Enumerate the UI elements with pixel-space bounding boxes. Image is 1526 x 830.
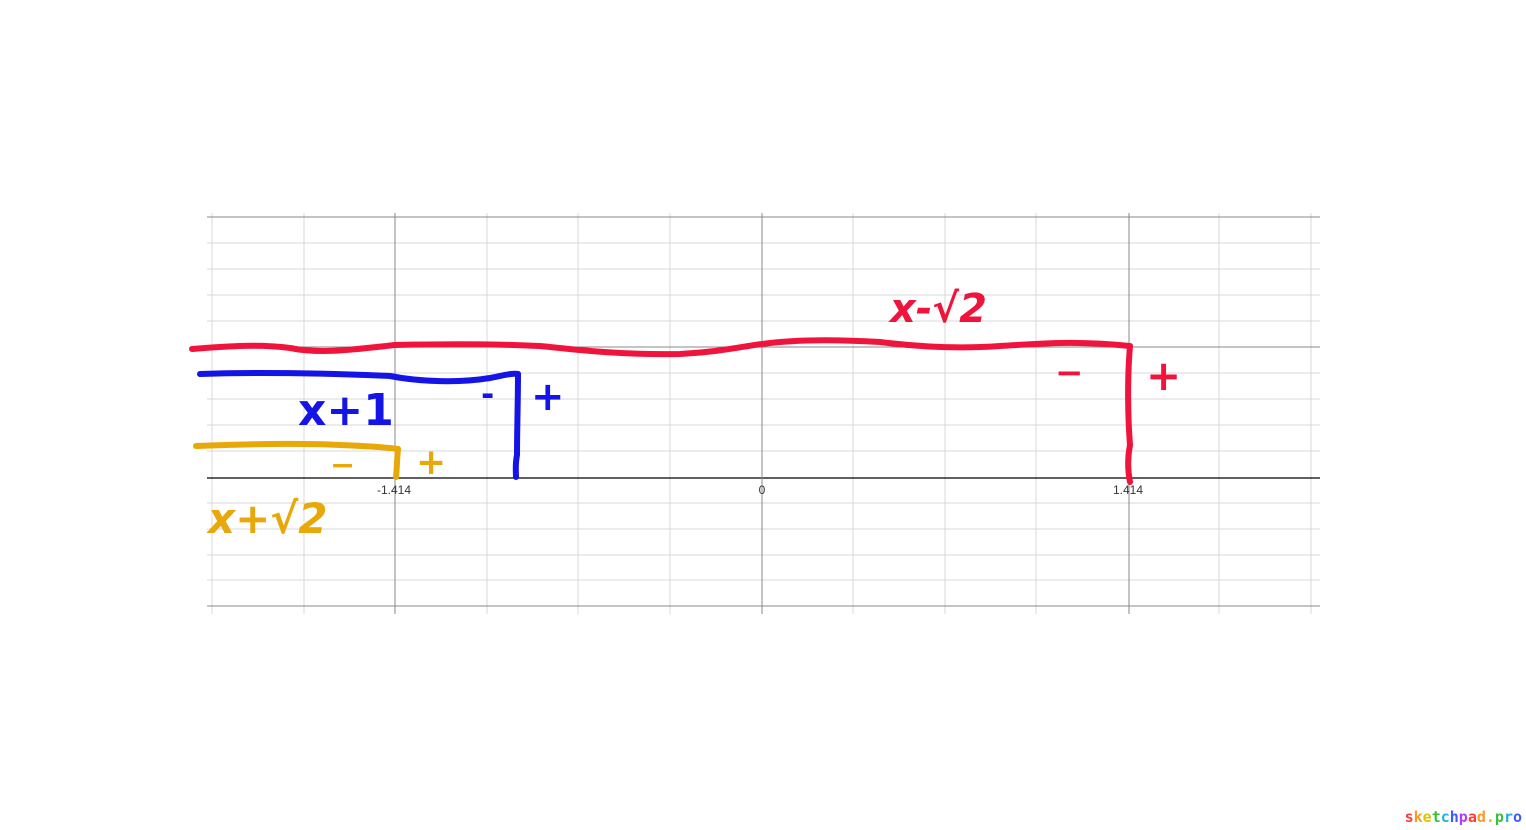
- red-sign-line: x-√2 − +: [189, 286, 1181, 485]
- watermark-letter: h: [1449, 808, 1459, 826]
- sketchpad-watermark[interactable]: sketchpad.pro: [1405, 808, 1522, 826]
- red-label: x-√2: [888, 286, 987, 332]
- watermark-letter: s: [1404, 808, 1414, 826]
- red-minus-sign: −: [1055, 353, 1084, 393]
- blue-horizontal-stroke: [197, 369, 521, 385]
- blue-sign-line: x+1 - +: [197, 369, 565, 480]
- watermark-letter: p: [1458, 808, 1468, 826]
- watermark-letter: p: [1494, 808, 1504, 826]
- watermark-letter: r: [1503, 808, 1513, 826]
- watermark-letter: o: [1512, 808, 1522, 826]
- red-vertical-stroke: [1125, 343, 1133, 485]
- watermark-letter: .: [1485, 808, 1495, 826]
- blue-label: x+1: [298, 385, 394, 436]
- blue-vertical-stroke: [512, 371, 521, 480]
- watermark-letter: c: [1440, 808, 1450, 826]
- blue-minus-sign: -: [481, 375, 494, 413]
- gold-plus-sign: +: [416, 442, 446, 483]
- watermark-letter: d: [1476, 808, 1486, 826]
- watermark-letter: k: [1413, 808, 1423, 826]
- watermark-letter: e: [1422, 808, 1432, 826]
- x-tick-labels: -1.414 0 1.414: [377, 483, 1143, 497]
- watermark-letter: t: [1431, 808, 1441, 826]
- watermark-letter: a: [1467, 808, 1477, 826]
- blue-plus-sign: +: [531, 374, 565, 420]
- red-plus-sign: +: [1146, 351, 1181, 400]
- graph-grid: [207, 213, 1320, 614]
- gold-horizontal-stroke: [193, 440, 401, 452]
- gold-minus-sign: −: [330, 448, 355, 483]
- tick-label-neg-root2: -1.414: [377, 483, 411, 497]
- red-horizontal-stroke: [189, 337, 1133, 358]
- gold-vertical-stroke: [393, 446, 401, 480]
- tick-label-pos-root2: 1.414: [1113, 483, 1143, 497]
- tick-label-zero: 0: [759, 483, 766, 497]
- gold-sign-line: x+√2 − +: [193, 440, 446, 543]
- gold-label: x+√2: [206, 494, 328, 543]
